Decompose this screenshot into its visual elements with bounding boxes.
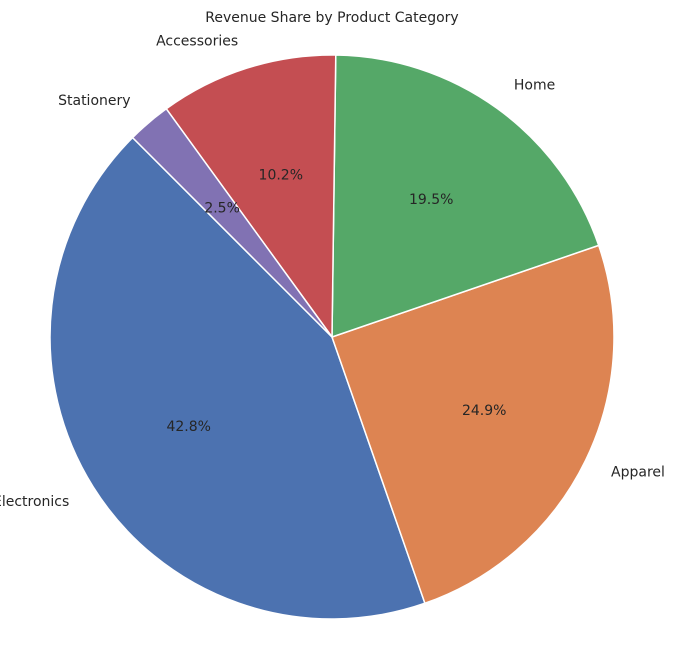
slice-label-home: Home [514,78,555,94]
pct-label-home: 19.5% [409,192,453,208]
slice-label-stationery: Stationery [58,93,130,109]
pct-label-accessories: 10.2% [259,168,303,184]
chart-title: Revenue Share by Product Category [205,10,458,26]
pie-slice-home [331,54,600,338]
pie-slice-apparel [331,244,615,605]
slices-layer [49,54,615,620]
pie-slice-accessories [165,54,337,338]
pct-label-stationery: 2.5% [204,200,240,216]
slice-label-apparel: Apparel [611,465,665,481]
pct-label-electronics: 42.8% [166,419,210,435]
slice-label-accessories: Accessories [156,33,238,49]
pie-slice-stationery [131,108,333,338]
slice-label-electronics: Electronics [0,494,69,510]
pct-label-apparel: 24.9% [462,403,506,419]
pie-slice-electronics [49,136,426,620]
labels-layer: 42.8% Electronics 24.9% Apparel 19.5% Home 10.… [0,33,665,510]
